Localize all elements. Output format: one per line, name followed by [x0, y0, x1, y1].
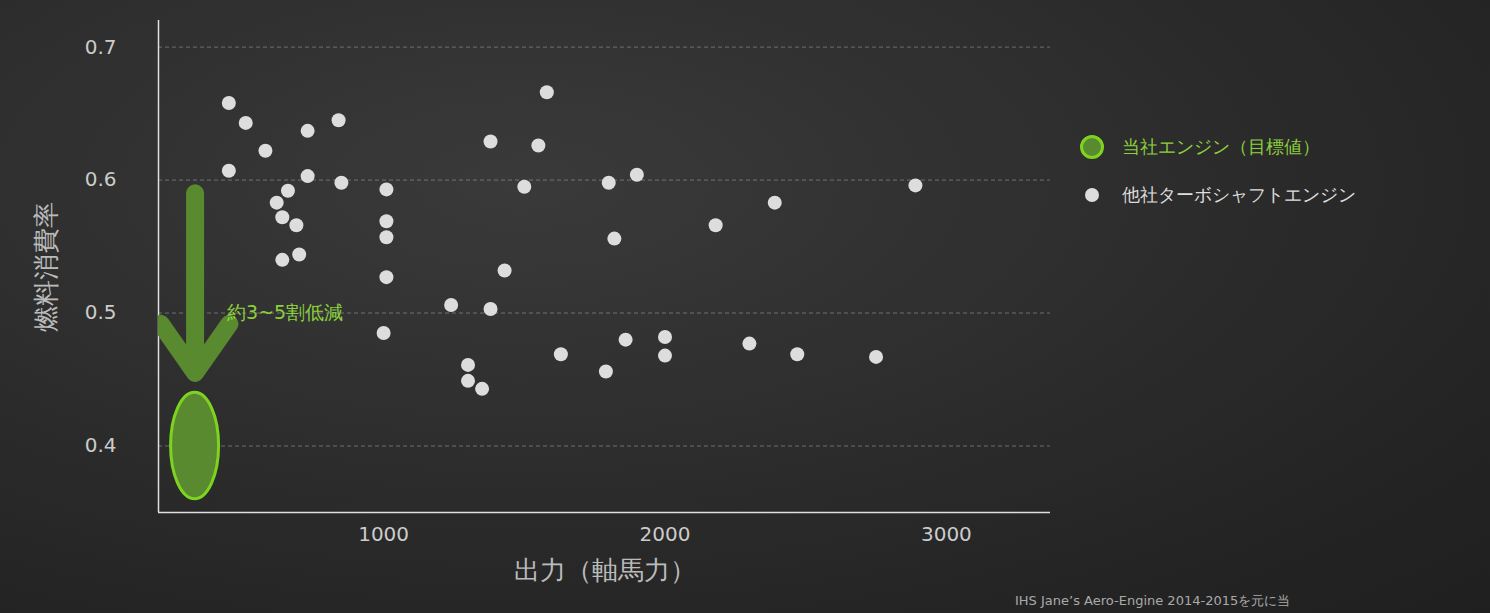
svg-text:1000: 1000 [358, 522, 409, 546]
html-text:IHS Jane’s Aero-Engine 2014-20: IHS Jane’s Aero-Engine 2014-2015を元に当 [1015, 593, 1291, 608]
svg-text:燃料消費率: 燃料消費率 [31, 202, 61, 332]
svg-text:0.5: 0.5 [85, 300, 117, 324]
svg-text:3000: 3000 [921, 522, 972, 546]
svg-text:0.6: 0.6 [85, 167, 117, 191]
svg-text:0.4: 0.4 [85, 433, 117, 457]
html-text:他社ターボシャフトエンジン: 他社ターボシャフトエンジン [1122, 184, 1356, 205]
svg-text:0.7: 0.7 [85, 34, 117, 58]
svg-text:出力（軸馬力）: 出力（軸馬力） [514, 555, 696, 585]
svg-text:約3~5割低減: 約3~5割低減 [227, 301, 343, 323]
html-text:当社エンジン（目標値）: 当社エンジン（目標値） [1122, 136, 1320, 157]
svg-text:2000: 2000 [640, 522, 691, 546]
